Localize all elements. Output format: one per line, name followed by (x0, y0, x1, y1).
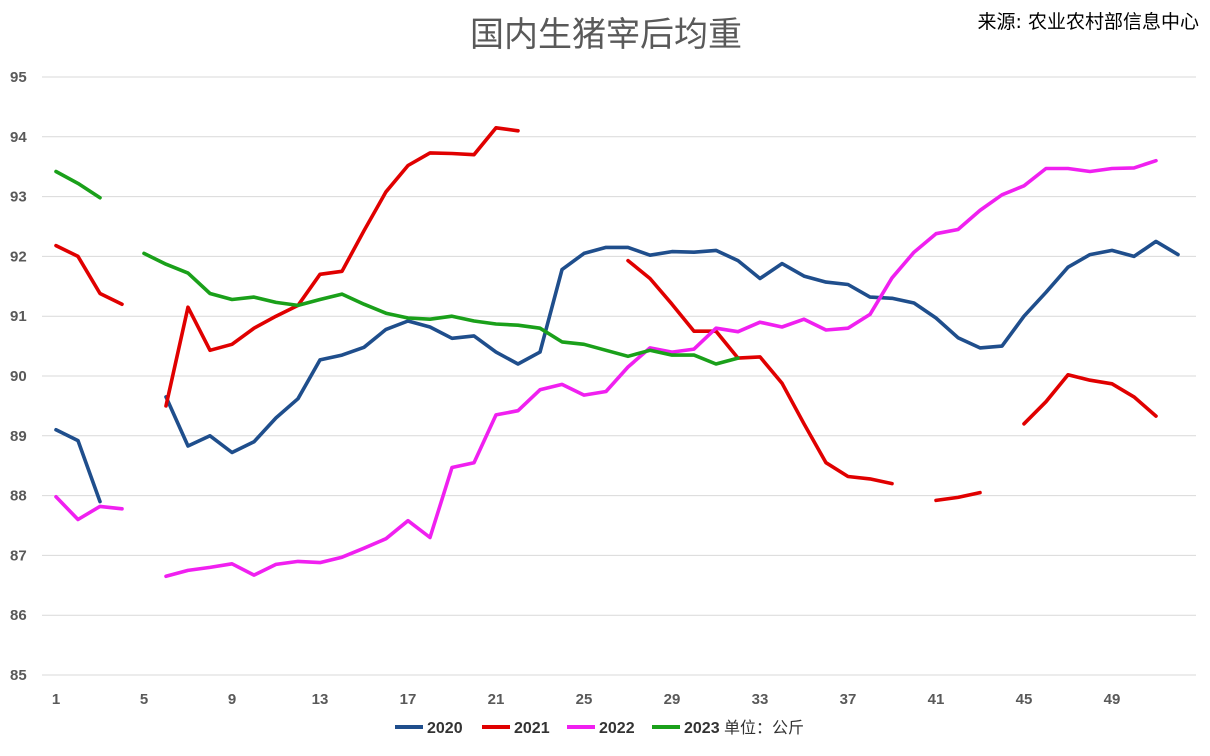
y-tick-label: 91 (10, 308, 27, 325)
y-tick-label: 86 (10, 607, 27, 624)
x-tick-label: 17 (400, 691, 417, 708)
y-axis-ticks: 85 86 87 88 89 90 91 92 93 94 95 (10, 69, 27, 684)
x-tick-label: 37 (840, 691, 857, 708)
y-tick-label: 87 (10, 547, 27, 564)
x-tick-label: 49 (1104, 691, 1121, 708)
series-line-segment (1022, 372, 1158, 426)
series-2023 (54, 169, 740, 366)
unit-label: 单位：公斤 (724, 718, 804, 737)
y-tick-label: 93 (10, 189, 27, 206)
legend-label-2020: 2020 (427, 720, 463, 737)
legend-label-2023: 2023 (684, 720, 720, 737)
x-tick-label: 25 (576, 691, 593, 708)
y-tick-label: 89 (10, 428, 27, 445)
series-lines (54, 126, 1180, 579)
y-tick-label: 94 (10, 129, 27, 146)
series-line-segment (164, 126, 520, 408)
x-tick-label: 29 (664, 691, 681, 708)
x-tick-label: 1 (52, 691, 60, 708)
source-note: 来源: 农业农村部信息中心 (978, 11, 1199, 33)
series-line-segment (54, 494, 124, 522)
legend-label-2022: 2022 (599, 720, 635, 737)
legend: 2020 2021 2022 2023 单位：公斤 (395, 718, 804, 737)
series-line-segment (54, 169, 102, 200)
series-line-segment (142, 251, 740, 366)
x-tick-label: 13 (312, 691, 329, 708)
x-axis-ticks: 1 5 9 13 17 21 25 29 33 37 41 45 49 (52, 691, 1121, 708)
x-tick-label: 41 (928, 691, 945, 708)
series-line-segment (934, 490, 982, 503)
series-line-segment (54, 427, 102, 504)
series-line-segment (54, 243, 124, 307)
x-tick-label: 5 (140, 691, 148, 708)
x-tick-label: 21 (488, 691, 505, 708)
x-tick-label: 9 (228, 691, 236, 708)
y-tick-label: 88 (10, 488, 27, 505)
series-line-segment (164, 239, 1180, 455)
x-tick-label: 45 (1016, 691, 1033, 708)
y-tick-label: 95 (10, 69, 27, 86)
x-tick-label: 33 (752, 691, 769, 708)
series-line-segment (164, 158, 1158, 579)
y-tick-label: 90 (10, 368, 27, 385)
chart-title: 国内生猪宰后均重 (470, 15, 742, 55)
series-2020 (54, 239, 1180, 504)
y-tick-label: 85 (10, 667, 27, 684)
y-tick-label: 92 (10, 248, 27, 265)
series-2022 (54, 158, 1158, 579)
legend-label-2021: 2021 (514, 720, 550, 737)
series-line-segment (626, 258, 894, 486)
series-2021 (54, 126, 1158, 503)
